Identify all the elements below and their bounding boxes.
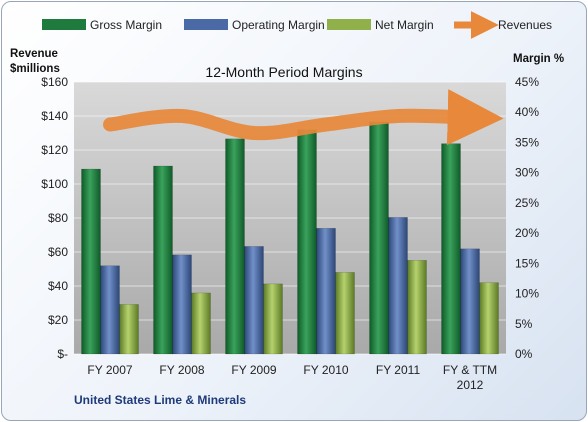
legend-item-operating-margin: Operating Margin bbox=[184, 18, 325, 32]
right-tick-label: 20% bbox=[515, 226, 539, 240]
legend-item-gross-margin: Gross Margin bbox=[42, 18, 162, 32]
left-tick-label: $100 bbox=[41, 177, 68, 191]
bars bbox=[81, 121, 499, 355]
bar-operating-margin bbox=[388, 217, 408, 355]
legend-label-revenues: Revenues bbox=[498, 18, 552, 32]
right-tick-label: 5% bbox=[515, 317, 533, 331]
bar-operating-margin bbox=[244, 246, 264, 355]
legend-label-gross-margin: Gross Margin bbox=[90, 18, 162, 32]
left-tick-label: $160 bbox=[41, 75, 68, 89]
right-tick-label: 45% bbox=[515, 75, 539, 89]
left-tick-label: $60 bbox=[48, 245, 68, 259]
bar-gross-margin bbox=[441, 143, 461, 355]
left-axis-title-line1: Revenue bbox=[10, 48, 58, 60]
bar-gross-margin bbox=[297, 129, 317, 355]
bar-net-margin bbox=[335, 272, 355, 355]
right-tick-label: 30% bbox=[515, 166, 539, 180]
bar-net-margin bbox=[191, 292, 211, 355]
left-tick-label: $80 bbox=[48, 211, 68, 225]
right-tick-label: 10% bbox=[515, 287, 539, 301]
bar-net-margin bbox=[119, 304, 139, 355]
x-tick-label: 2012 bbox=[457, 378, 484, 392]
x-tick-label: FY 2010 bbox=[303, 363, 348, 377]
legend-label-operating-margin: Operating Margin bbox=[232, 18, 325, 32]
right-tick-label: 0% bbox=[515, 347, 533, 361]
right-tick-label: 25% bbox=[515, 196, 539, 210]
bar-net-margin bbox=[479, 282, 499, 355]
company-label: United States Lime & Minerals bbox=[74, 393, 246, 407]
right-tick-label: 35% bbox=[515, 135, 539, 149]
left-tick-label: $40 bbox=[48, 279, 68, 293]
bar-gross-margin bbox=[225, 138, 245, 355]
left-tick-label: $140 bbox=[41, 109, 68, 123]
legend: Gross Margin Operating Margin Net Margin… bbox=[42, 11, 552, 39]
left-axis: $- $20 $40 $60 $80 $100 $120 $140 $160 bbox=[41, 75, 68, 361]
left-tick-label: $20 bbox=[48, 313, 68, 327]
x-axis-labels: FY 2007 FY 2008 FY 2009 FY 2010 FY 2011 FY & … bbox=[87, 363, 497, 392]
bar-net-margin bbox=[407, 260, 427, 355]
x-tick-label: FY 2008 bbox=[159, 363, 204, 377]
bar-gross-margin bbox=[369, 121, 389, 355]
left-tick-label: $- bbox=[57, 347, 68, 361]
bar-net-margin bbox=[263, 283, 283, 355]
legend-swatch-gross-margin bbox=[42, 19, 86, 30]
x-tick-label: FY & TTM bbox=[443, 363, 497, 377]
legend-label-net-margin: Net Margin bbox=[375, 18, 434, 32]
left-tick-label: $120 bbox=[41, 143, 68, 157]
bar-operating-margin bbox=[100, 265, 120, 355]
legend-swatch-operating-margin bbox=[184, 19, 228, 30]
x-tick-label: FY 2009 bbox=[231, 363, 276, 377]
chart-title: 12-Month Period Margins bbox=[205, 64, 362, 80]
legend-item-net-margin: Net Margin bbox=[327, 18, 434, 32]
right-axis: 0% 5% 10% 15% 20% 25% 30% 35% 40% 45% bbox=[515, 75, 539, 361]
bar-operating-margin bbox=[460, 248, 480, 355]
bar-operating-margin bbox=[172, 254, 192, 355]
legend-swatch-net-margin bbox=[327, 19, 371, 30]
x-tick-label: FY 2007 bbox=[87, 363, 132, 377]
right-tick-label: 15% bbox=[515, 256, 539, 270]
left-axis-title-line2: $millions bbox=[10, 63, 60, 75]
bar-operating-margin bbox=[316, 228, 336, 355]
bar-gross-margin bbox=[153, 165, 173, 355]
revenue-line bbox=[103, 89, 504, 146]
bar-gross-margin bbox=[81, 168, 101, 355]
x-tick-label: FY 2011 bbox=[376, 363, 421, 377]
right-tick-label: 40% bbox=[515, 105, 539, 119]
legend-item-revenues: Revenues bbox=[454, 11, 552, 39]
right-axis-title: Margin % bbox=[513, 53, 564, 65]
